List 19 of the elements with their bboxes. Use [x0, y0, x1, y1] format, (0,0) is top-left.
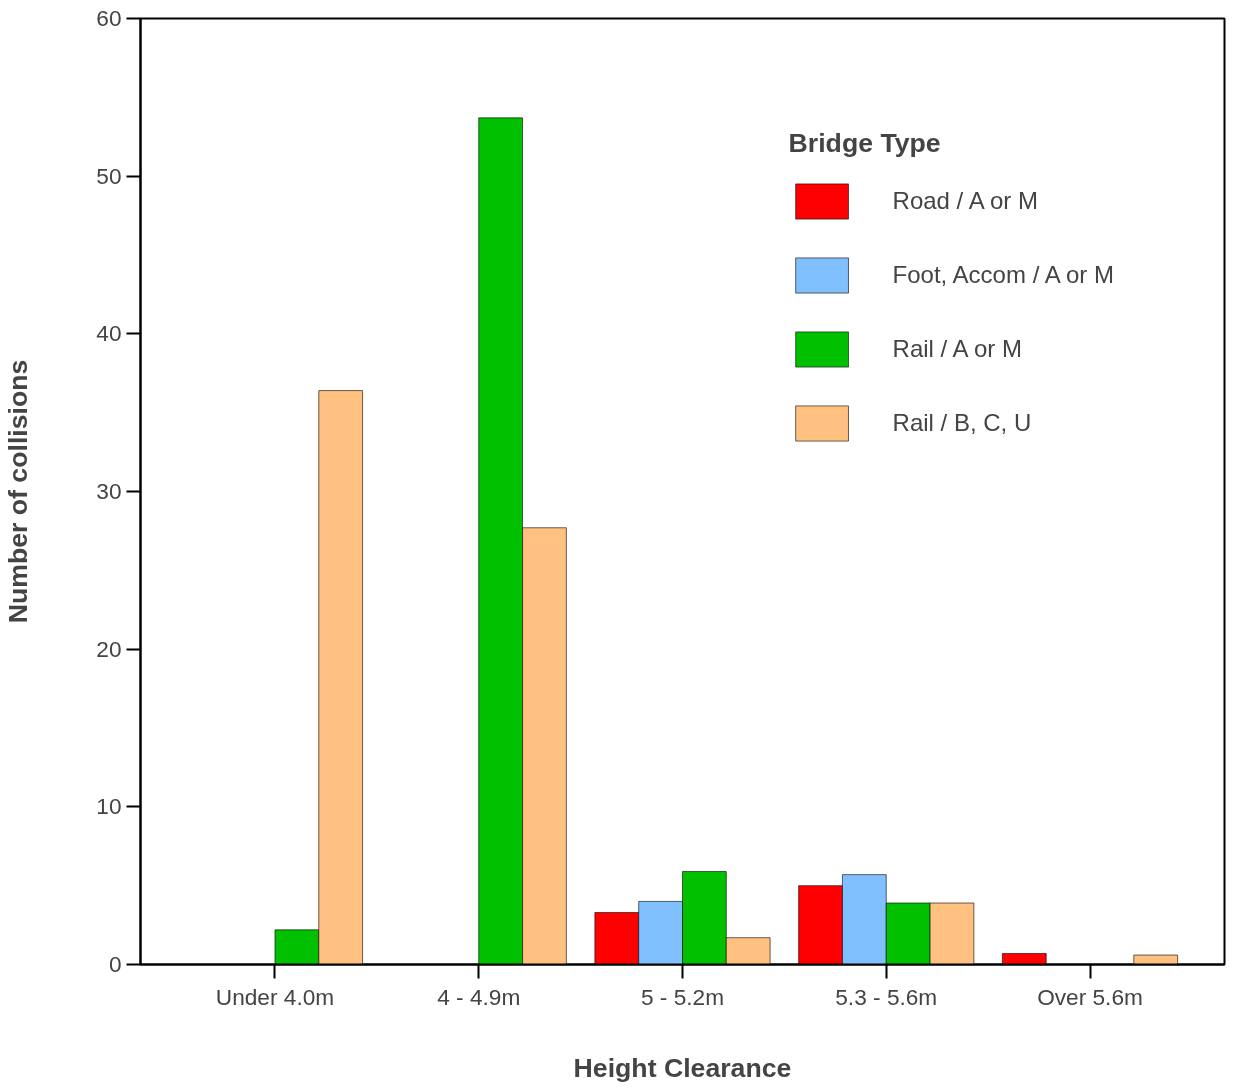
y-tick-label: 60	[96, 5, 122, 31]
y-axis-title: Number of collisions	[3, 359, 34, 624]
y-tick-label: 20	[96, 635, 122, 662]
x-axis-title: Height Clearance	[573, 1052, 792, 1083]
legend-label: Road / A or M	[892, 187, 1038, 215]
legend-label: Foot, Accom / A or M	[892, 261, 1114, 289]
x-tick-label: 5.3 - 5.6m	[835, 983, 938, 1010]
legend-title: Bridge Type	[788, 128, 942, 159]
x-tick-label: Under 4.0m	[215, 983, 335, 1010]
y-tick-label: 50	[96, 162, 122, 189]
y-tick-label: 30	[96, 478, 122, 504]
x-tick-label: 5 - 5.2m	[640, 983, 725, 1010]
y-tick-label: 0	[108, 951, 122, 977]
y-tick-label: 40	[96, 320, 122, 347]
legend-label: Rail / A or M	[892, 335, 1022, 363]
y-tick-label: 10	[96, 793, 122, 820]
x-tick-label: Over 5.6m	[1037, 983, 1143, 1010]
legend-label: Rail / B, C, U	[892, 409, 1032, 437]
x-tick-label: 4 - 4.9m	[437, 983, 521, 1010]
